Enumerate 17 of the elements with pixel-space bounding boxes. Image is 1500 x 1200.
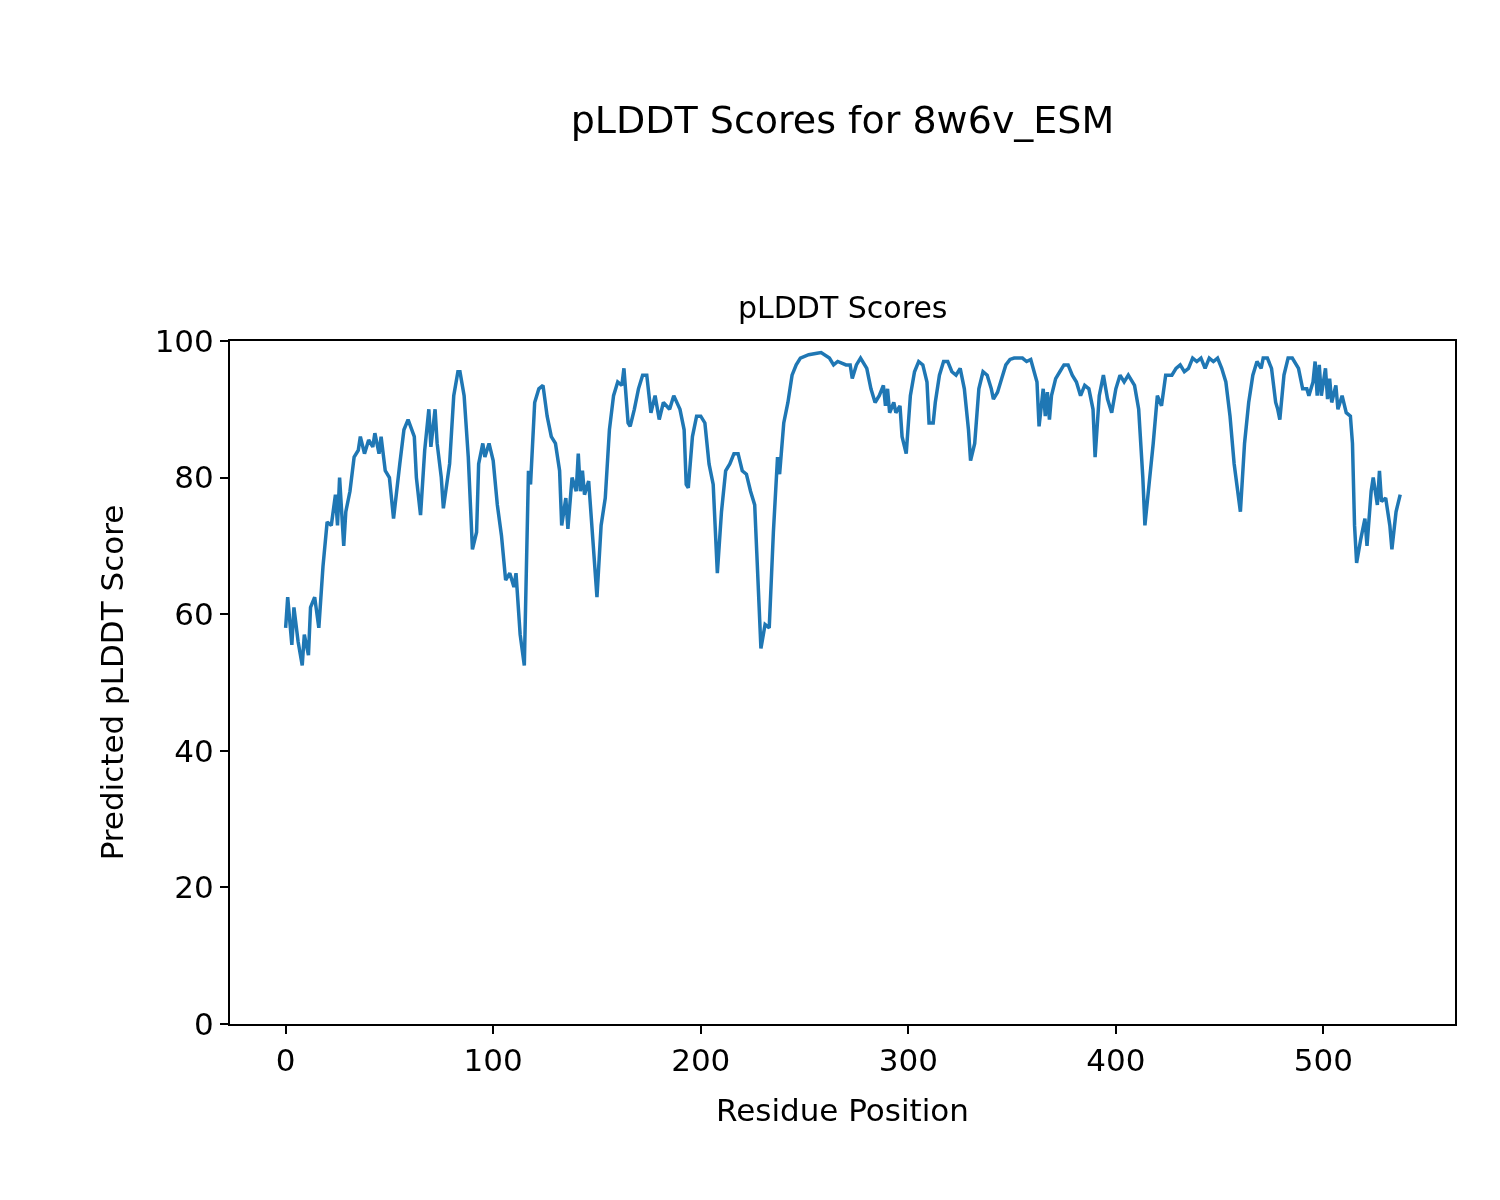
x-tick-label: 100: [463, 1042, 523, 1079]
y-axis-title: Predicted pLDDT Score: [93, 504, 130, 861]
line-series: [283, 350, 1402, 668]
x-tick-label: 300: [878, 1042, 938, 1079]
x-tick-label: 500: [1293, 1042, 1353, 1079]
y-tick-label: 0: [194, 1005, 214, 1042]
chart-subtitle: pLDDT Scores: [738, 290, 948, 325]
x-tick-label: 0: [275, 1042, 296, 1079]
y-tick-label: 100: [154, 322, 214, 359]
x-axis-title: Residue Position: [716, 1091, 969, 1128]
chart-title: pLDDT Scores for 8w6v_ESM: [570, 98, 1115, 143]
y-tick-label: 20: [174, 869, 214, 906]
y-tick-label: 60: [174, 596, 214, 633]
x-tick-label: 200: [671, 1042, 731, 1079]
y-tick-label: 80: [174, 459, 214, 496]
y-tick-label: 40: [174, 732, 214, 769]
x-tick-label: 400: [1086, 1042, 1146, 1079]
